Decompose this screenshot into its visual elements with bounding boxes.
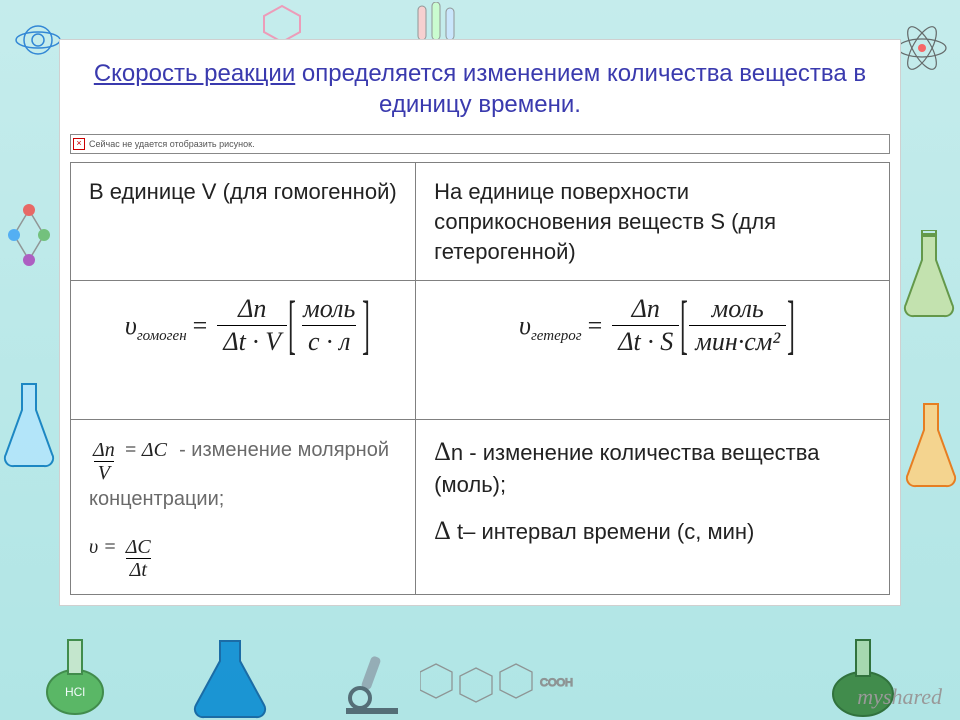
sym-upsilon: υ [125, 311, 137, 340]
slide-title: Скорость реакции определяется изменением… [60, 40, 900, 130]
header-left: В единице V (для гомогенной) [71, 163, 416, 281]
mini-eq2-num: ΔC [122, 537, 155, 558]
sub-heterog: гетерог [531, 328, 582, 344]
watermark: myshared [857, 684, 942, 710]
table-formula-row: υгомоген = Δn Δt · V [ моль с · л ] [71, 281, 890, 420]
broken-image-text: Сейчас не удается отобразить рисунок. [89, 139, 255, 149]
frac-num2: Δn [626, 295, 666, 324]
close-icon: × [73, 138, 85, 150]
def-left: Δn V = ΔC - изменение молярной концентра… [71, 420, 416, 595]
mini-den: V [94, 461, 114, 483]
title-rest: определяется изменением количества вещес… [295, 60, 866, 118]
frac-num: Δn [232, 295, 272, 324]
mini-eq: = ΔC [119, 439, 167, 461]
def-right: Δn - изменение количества вещества (моль… [416, 420, 890, 595]
delta2: Δ [434, 516, 451, 545]
unit-den2: мин·см² [689, 325, 786, 355]
table-definition-row: Δn V = ΔC - изменение молярной концентра… [71, 420, 890, 595]
sym-upsilon2: υ [519, 311, 531, 340]
frac-den: Δt · V [217, 325, 287, 355]
def-right-line1: n - изменение количества вещества (моль)… [434, 440, 819, 496]
formula-homogeneous: υгомоген = Δn Δt · V [ моль с · л ] [71, 281, 416, 420]
unit-num: моль [297, 295, 361, 324]
slide-panel: Скорость реакции определяется изменением… [60, 40, 900, 605]
formula-heterogeneous: υгетерог = Δn Δt · S [ моль мин·см² ] [416, 281, 890, 420]
def-right-line2: t– интервал времени (с, мин) [451, 519, 754, 544]
frac-den2: Δt · S [612, 325, 679, 355]
mini-eq2-lhs: υ = [89, 536, 122, 558]
unit-num2: моль [706, 295, 770, 324]
header-right: На единице поверхности соприкосновения в… [416, 163, 890, 281]
unit-den: с · л [302, 325, 356, 355]
sub-homogen: гомоген [137, 328, 187, 344]
delta1: Δ [434, 437, 451, 466]
definition-table: В единице V (для гомогенной) На единице … [70, 162, 890, 595]
mini-num: Δn [89, 440, 119, 461]
table-header-row: В единице V (для гомогенной) На единице … [71, 163, 890, 281]
broken-image-placeholder: × Сейчас не удается отобразить рисунок. [70, 134, 890, 154]
title-link-part: Скорость реакции [94, 60, 295, 87]
mini-eq2-den: Δt [126, 558, 151, 580]
